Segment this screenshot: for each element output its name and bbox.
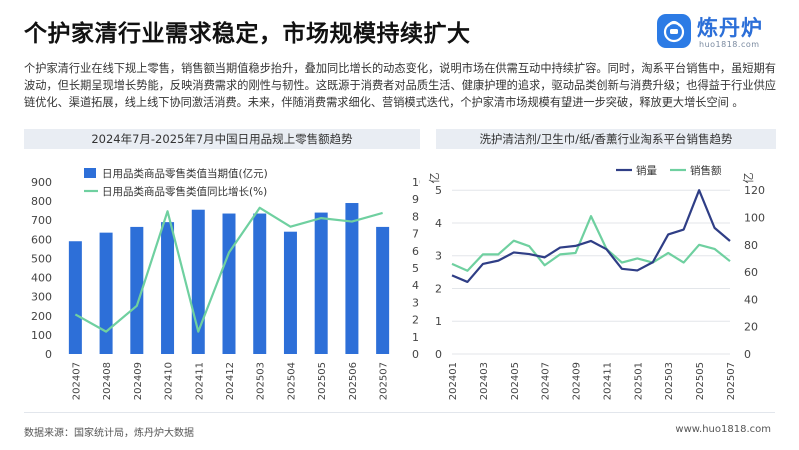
y-left-tick-label: 100 bbox=[31, 329, 52, 342]
logo-url: huo1818.com bbox=[699, 40, 760, 49]
logo-name: 炼丹炉 bbox=[697, 16, 763, 40]
y-left-tick-label: 300 bbox=[31, 291, 52, 304]
y-left-tick-label: 800 bbox=[31, 195, 52, 208]
legend-label-volume: 销量 bbox=[636, 164, 657, 177]
y-left-tick-label: 600 bbox=[31, 233, 52, 246]
y-left-tick-label: 3 bbox=[435, 250, 442, 263]
bar bbox=[345, 203, 359, 354]
x-tick-label: 202407 bbox=[541, 362, 552, 400]
y-left-tick-label: 0 bbox=[435, 348, 442, 361]
x-tick-label: 202411 bbox=[602, 362, 613, 400]
sales-volume-line bbox=[451, 189, 731, 284]
x-tick-label: 202401 bbox=[448, 362, 459, 400]
y-left-tick-label: 2 bbox=[435, 282, 442, 295]
y-left-tick-label: 0 bbox=[45, 348, 52, 361]
y-right-tick-label: 0 bbox=[744, 348, 751, 361]
y-left-tick-label: 700 bbox=[31, 214, 52, 227]
y-right-tick-label: 60 bbox=[744, 266, 758, 279]
y-left-tick-label: 400 bbox=[31, 272, 52, 285]
bar bbox=[130, 226, 144, 354]
y-right-tick-label: 120 bbox=[744, 184, 765, 197]
footer-url[interactable]: www.huo1818.com bbox=[675, 424, 771, 435]
y-left-tick-label: 4 bbox=[435, 217, 442, 230]
x-tick-label: 202506 bbox=[348, 362, 359, 400]
bar bbox=[222, 213, 236, 354]
x-tick-label: 202507 bbox=[379, 362, 390, 400]
y-right-tick-label: 80 bbox=[744, 239, 758, 252]
y-left-unit-label: 亿 bbox=[428, 173, 441, 184]
x-tick-label: 202410 bbox=[164, 362, 175, 400]
bar bbox=[161, 222, 175, 354]
x-tick-label: 202405 bbox=[510, 362, 521, 400]
growth-line bbox=[74, 206, 383, 333]
y-left-tick-label: 200 bbox=[31, 310, 52, 323]
x-tick-label: 202507 bbox=[726, 362, 737, 400]
x-tick-label: 202501 bbox=[633, 362, 644, 400]
y-left-tick-label: 500 bbox=[31, 252, 52, 265]
y-right-tick-label: 5 bbox=[412, 262, 419, 275]
y-right-tick-label: 2 bbox=[412, 314, 419, 327]
y-left-tick-label: 5 bbox=[435, 184, 442, 197]
y-right-tick-label: 7 bbox=[412, 228, 419, 241]
y-right-tick-label: 40 bbox=[744, 293, 758, 306]
legend-label-bar: 日用品类商品零售类值当期值(亿元) bbox=[102, 167, 268, 180]
bar bbox=[376, 226, 390, 354]
x-tick-label: 202503 bbox=[664, 362, 675, 400]
summary-paragraph: 个护家清行业在线下规上零售，销售额当期值稳步抬升，叠加同比增长的动态变化，说明市… bbox=[24, 62, 776, 109]
y-right-tick-label: 100 bbox=[744, 212, 765, 225]
legend-label-line: 日用品类商品零售类值同比增长(%) bbox=[102, 185, 267, 198]
bar bbox=[283, 231, 297, 354]
bar bbox=[314, 212, 328, 354]
x-tick-label: 202407 bbox=[71, 362, 82, 400]
y-right-tick-label: 9 bbox=[412, 193, 419, 206]
legend-swatch-bar bbox=[84, 168, 96, 178]
x-tick-label: 202408 bbox=[102, 362, 113, 400]
x-tick-label: 202412 bbox=[225, 362, 236, 400]
sales-amount-line bbox=[451, 215, 731, 272]
y-right-tick-label: 4 bbox=[412, 279, 419, 292]
y-right-tick-label: 8 bbox=[412, 210, 419, 223]
x-tick-label: 202505 bbox=[695, 362, 706, 400]
y-right-tick-label: 20 bbox=[744, 321, 758, 334]
x-tick-label: 202505 bbox=[317, 362, 328, 400]
footer-divider bbox=[24, 412, 775, 413]
y-right-tick-label: 0 bbox=[412, 348, 419, 361]
chart1-title: 2024年7月-2025年7月中国日用品规上零售额趋势 bbox=[24, 129, 420, 149]
y-right-tick-label: 3 bbox=[412, 296, 419, 309]
furnace-icon bbox=[657, 14, 691, 48]
bar bbox=[68, 241, 82, 354]
y-right-tick-label: 6 bbox=[412, 245, 419, 258]
data-source: 数据来源：国家统计局，炼丹炉大数据 bbox=[24, 428, 194, 439]
x-tick-label: 202411 bbox=[194, 362, 205, 400]
x-tick-label: 202403 bbox=[479, 362, 490, 400]
y-left-tick-label: 900 bbox=[31, 176, 52, 189]
bar bbox=[99, 232, 113, 354]
y-left-tick-label: 1 bbox=[435, 315, 442, 328]
legend-label-amount: 销售额 bbox=[690, 164, 722, 177]
y-right-unit-label: 亿 bbox=[742, 173, 755, 184]
page-title: 个护家清行业需求稳定，市场规模持续扩大 bbox=[24, 21, 471, 47]
x-tick-label: 202409 bbox=[572, 362, 583, 400]
x-tick-label: 202409 bbox=[133, 362, 144, 400]
x-tick-label: 202503 bbox=[256, 362, 267, 400]
y-right-tick-label: 10 bbox=[412, 176, 420, 189]
retail-bar-line-chart: 0 100 200 300 400 500 600 700 800 900 0 1 2 3 4 5 6 7 8 9 10… bbox=[31, 167, 420, 400]
bar bbox=[253, 213, 267, 354]
chart2-title: 洗护清洁剂/卫生巾/纸/香薰行业淘系平台销售趋势 bbox=[436, 129, 776, 149]
brand-logo[interactable]: 炼丹炉 huo1818.com bbox=[657, 12, 777, 52]
x-tick-label: 202504 bbox=[286, 362, 297, 400]
y-right-tick-label: 1 bbox=[412, 331, 419, 344]
